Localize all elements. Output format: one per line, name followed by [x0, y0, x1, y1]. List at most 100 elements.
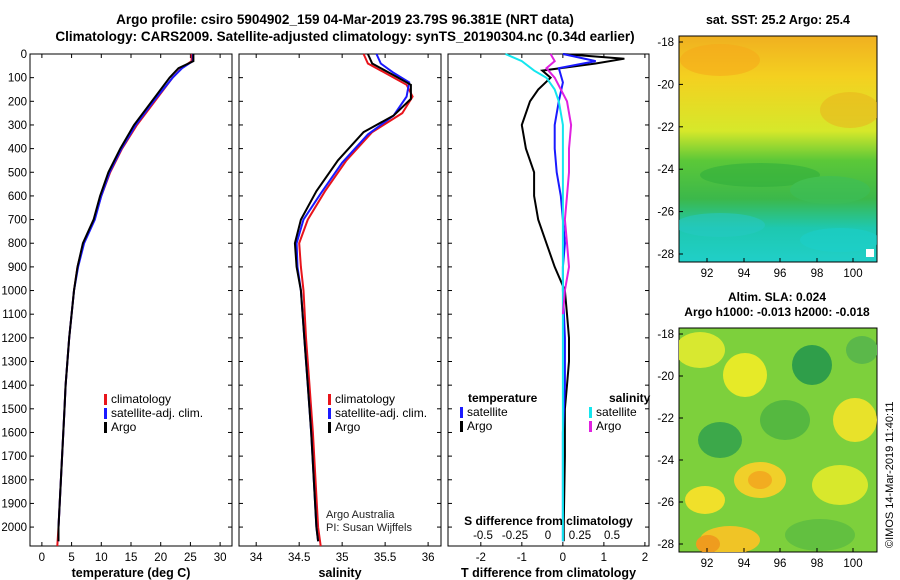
salinity-panel: 34 34.5 35 35.5 36 salinity climatologysatelli… [238, 53, 442, 580]
depth-tick-label: 1700 [1, 451, 27, 463]
legend-climatology-label: climatology [111, 392, 171, 406]
depth-tick-label: 800 [8, 238, 27, 250]
x-tick-label: 15 [125, 552, 138, 564]
legend-title-temperature: temperature [468, 391, 538, 405]
map-x-tick-label: 94 [738, 268, 751, 280]
map-y-tick-label: -22 [657, 122, 674, 134]
x-tick-label: 5 [68, 552, 74, 564]
top-x-axis-label: S difference from climatology [464, 514, 633, 528]
s-tick-label: 0.5 [604, 530, 620, 542]
x-tick-label: -2 [476, 552, 486, 564]
depth-tick-label: 300 [8, 120, 27, 132]
map-y-tick-label: -26 [657, 207, 674, 219]
s-tick-label: -0.25 [502, 530, 528, 542]
map-x-tick-label: 94 [738, 558, 751, 570]
map-y-tick-label: -28 [657, 539, 674, 551]
depth-tick-label: 1300 [1, 357, 27, 369]
legend-satellite-label: satellite-adj. clim. [335, 406, 427, 420]
sla-map-title-line2: Argo h1000: -0.013 h2000: -0.018 [684, 305, 870, 319]
legend-temp-argo-label: Argo [467, 419, 493, 433]
legend-argo-swatch [104, 422, 107, 433]
map-x-tick-label: 92 [701, 558, 714, 570]
series-line-argo [57, 54, 195, 542]
x-tick-label: 1 [601, 552, 607, 564]
series-line-temperature-argo [520, 53, 625, 542]
depth-tick-label: 1800 [1, 475, 27, 487]
s-tick-label: -0.5 [473, 530, 493, 542]
credit-argo-australia: Argo Australia [326, 509, 395, 521]
legend-temp-satellite-label: satellite [467, 405, 508, 419]
x-tick-label: 30 [214, 552, 227, 564]
x-tick-label: 10 [95, 552, 108, 564]
legend-argo-label: Argo [111, 420, 137, 434]
x-tick-label: 34 [250, 552, 263, 564]
sst-map-title: sat. SST: 25.2 Argo: 25.4 [706, 13, 850, 27]
x-tick-label: 35 [336, 552, 349, 564]
x-axis-label: T difference from climatology [461, 566, 636, 580]
series-line-salinity-argo [544, 53, 573, 315]
credit-pi-name: PI: Susan Wijffels [326, 522, 412, 534]
map-x-tick-label: 100 [843, 268, 862, 280]
s-tick-label: 0.25 [569, 530, 591, 542]
map-x-tick-label: 98 [811, 268, 824, 280]
difference-panel: -2 -1 0 1 2 T difference from climatology temp… [447, 53, 651, 580]
legend-climatology-swatch [328, 394, 331, 405]
legend-temp-argo-swatch [460, 421, 463, 432]
map-y-tick-label: -28 [657, 249, 674, 261]
map-y-tick-label: -26 [657, 497, 674, 509]
map-y-tick-label: -24 [657, 455, 674, 467]
figure-title-line1: Argo profile: csiro 5904902_159 04-Mar-2… [116, 12, 574, 27]
x-axis-label: temperature (deg C) [72, 566, 191, 580]
imos-timestamp: ©IMOS 14-Mar-2019 11:40:11 [884, 402, 896, 549]
x-tick-label: 20 [154, 552, 167, 564]
legend-temp-satellite-swatch [460, 407, 463, 418]
figure-title-line2: Climatology: CARS2009. Satellite-adjuste… [55, 29, 634, 44]
depth-tick-label: 100 [8, 73, 27, 85]
depth-axis: 0 100 200 300 400 500 600 700 800 900 1000 1100 1200… [1, 49, 27, 534]
plot-frame [447, 53, 650, 547]
map-x-tick-label: 100 [843, 558, 862, 570]
sst-map [678, 35, 878, 263]
legend-climatology-swatch [104, 394, 107, 405]
sst-map-axes: -18 -20 -22 -24 -26 -28 92 94 96 98 100 [657, 37, 862, 280]
series-line-climatology [298, 53, 414, 547]
map-y-tick-label: -22 [657, 413, 674, 425]
x-tick-label: 0 [560, 552, 566, 564]
depth-tick-label: 1500 [1, 404, 27, 416]
map-x-tick-label: 96 [774, 558, 787, 570]
legend-sal-satellite-swatch [589, 407, 592, 418]
legend-satellite-swatch [104, 408, 107, 419]
legend-title-salinity: salinity [609, 391, 651, 405]
depth-tick-label: 600 [8, 191, 27, 203]
depth-tick-label: 1000 [1, 286, 27, 298]
sla-map-title-line1: Altim. SLA: 0.024 [728, 290, 826, 304]
depth-tick-label: 1400 [1, 380, 27, 392]
legend-argo-label: Argo [335, 420, 361, 434]
depth-tick-label: 700 [8, 215, 27, 227]
s-tick-label: 0 [545, 530, 551, 542]
x-tick-label: 36 [422, 552, 435, 564]
temperature-panel: 0 5 10 15 20 25 30 temperature (deg C) climatolo… [29, 53, 233, 580]
map-x-tick-label: 96 [774, 268, 787, 280]
depth-tick-label: 2000 [1, 522, 27, 534]
depth-tick-label: 200 [8, 96, 27, 108]
depth-tick-label: 400 [8, 144, 27, 156]
series-line-salinity-satellite [505, 53, 564, 542]
depth-tick-label: 900 [8, 262, 27, 274]
depth-tick-label: 1600 [1, 427, 27, 439]
x-tick-label: 2 [642, 552, 648, 564]
legend-argo-swatch [328, 422, 331, 433]
sst-map-argo-marker [866, 249, 874, 257]
legend-climatology-label: climatology [335, 392, 395, 406]
x-tick-label: -1 [517, 552, 527, 564]
sla-map [678, 327, 878, 553]
depth-tick-label: 1200 [1, 333, 27, 345]
map-x-tick-label: 98 [811, 558, 824, 570]
legend-satellite-label: satellite-adj. clim. [111, 406, 203, 420]
x-tick-label: 34.5 [288, 552, 310, 564]
x-tick-label: 35.5 [374, 552, 396, 564]
map-y-tick-label: -24 [657, 164, 674, 176]
map-y-tick-label: -18 [657, 329, 674, 341]
depth-tick-label: 1100 [2, 309, 27, 321]
